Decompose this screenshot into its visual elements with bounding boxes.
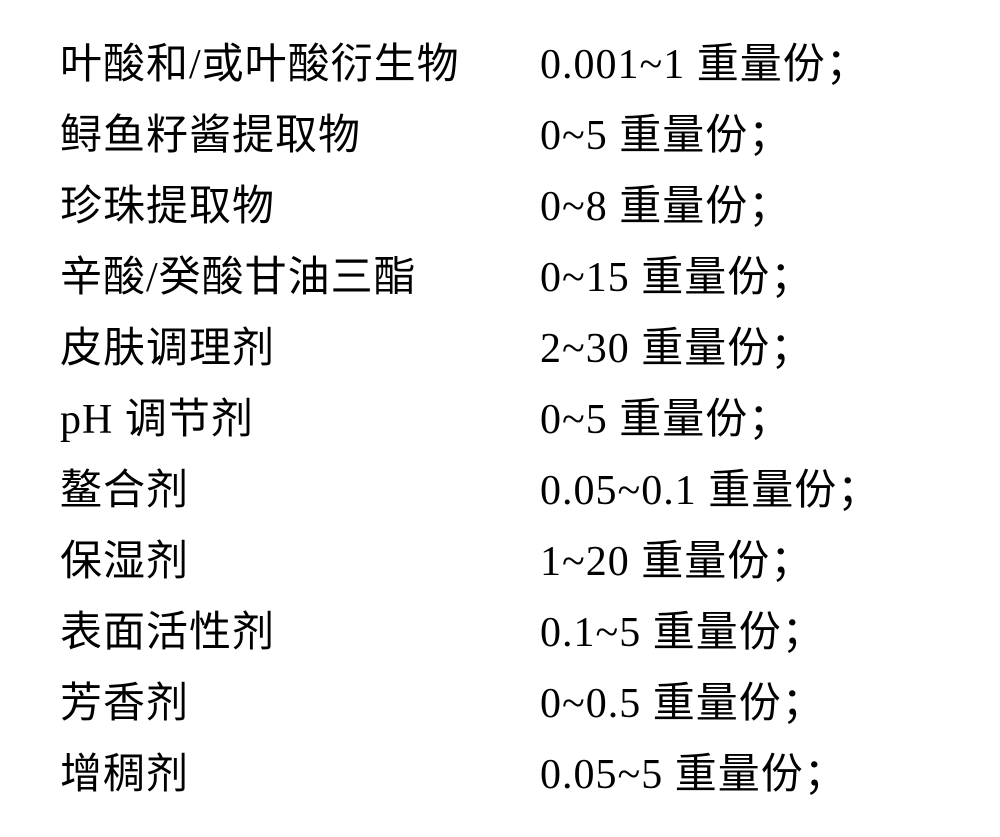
ingredient-label: 保湿剂 xyxy=(60,527,540,588)
table-row: 辛酸/癸酸甘油三酯 0~15 重量份； xyxy=(60,243,940,314)
table-row: 表面活性剂 0.1~5 重量份； xyxy=(60,598,940,669)
ingredient-label: 表面活性剂 xyxy=(60,598,540,659)
ingredient-value: 2~30 重量份； xyxy=(540,314,813,375)
ingredient-value: 0~5 重量份； xyxy=(540,101,791,162)
table-row: 鲟鱼籽酱提取物 0~5 重量份； xyxy=(60,101,940,172)
table-row: 增稠剂 0.05~5 重量份； xyxy=(60,740,940,811)
ingredient-value: 0~0.5 重量份； xyxy=(540,669,825,730)
ingredient-label: 皮肤调理剂 xyxy=(60,314,540,375)
ingredient-label: 辛酸/癸酸甘油三酯 xyxy=(60,243,540,304)
table-row: 鳌合剂 0.05~0.1 重量份； xyxy=(60,456,940,527)
ingredients-table: 叶酸和/或叶酸衍生物 0.001~1 重量份； 鲟鱼籽酱提取物 0~5 重量份；… xyxy=(60,30,940,811)
table-row: 保湿剂 1~20 重量份； xyxy=(60,527,940,598)
table-row: pH 调节剂 0~5 重量份； xyxy=(60,385,940,456)
ingredient-label: 增稠剂 xyxy=(60,740,540,801)
table-row: 芳香剂 0~0.5 重量份； xyxy=(60,669,940,740)
ingredient-label: 鲟鱼籽酱提取物 xyxy=(60,101,540,162)
ingredient-value: 1~20 重量份； xyxy=(540,527,813,588)
ingredient-label: pH 调节剂 xyxy=(60,385,540,446)
ingredient-value: 0.05~0.1 重量份； xyxy=(540,456,880,517)
table-row: 叶酸和/或叶酸衍生物 0.001~1 重量份； xyxy=(60,30,940,101)
ingredient-value: 0.05~5 重量份； xyxy=(540,740,847,801)
table-row: 皮肤调理剂 2~30 重量份； xyxy=(60,314,940,385)
ingredient-value: 0~15 重量份； xyxy=(540,243,813,304)
ingredient-value: 0~5 重量份； xyxy=(540,385,791,446)
ingredient-label: 叶酸和/或叶酸衍生物 xyxy=(60,30,540,91)
table-row: 珍珠提取物 0~8 重量份； xyxy=(60,172,940,243)
ingredient-label: 芳香剂 xyxy=(60,669,540,730)
ingredient-label: 鳌合剂 xyxy=(60,456,540,517)
ingredient-label: 珍珠提取物 xyxy=(60,172,540,233)
ingredient-value: 0.1~5 重量份； xyxy=(540,598,825,659)
ingredient-value: 0~8 重量份； xyxy=(540,172,791,233)
ingredient-value: 0.001~1 重量份； xyxy=(540,30,869,91)
